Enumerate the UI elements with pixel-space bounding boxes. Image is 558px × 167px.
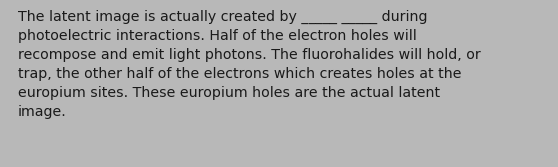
Text: The latent image is actually created by _____ _____ during
photoelectric interac: The latent image is actually created by … <box>18 10 481 119</box>
